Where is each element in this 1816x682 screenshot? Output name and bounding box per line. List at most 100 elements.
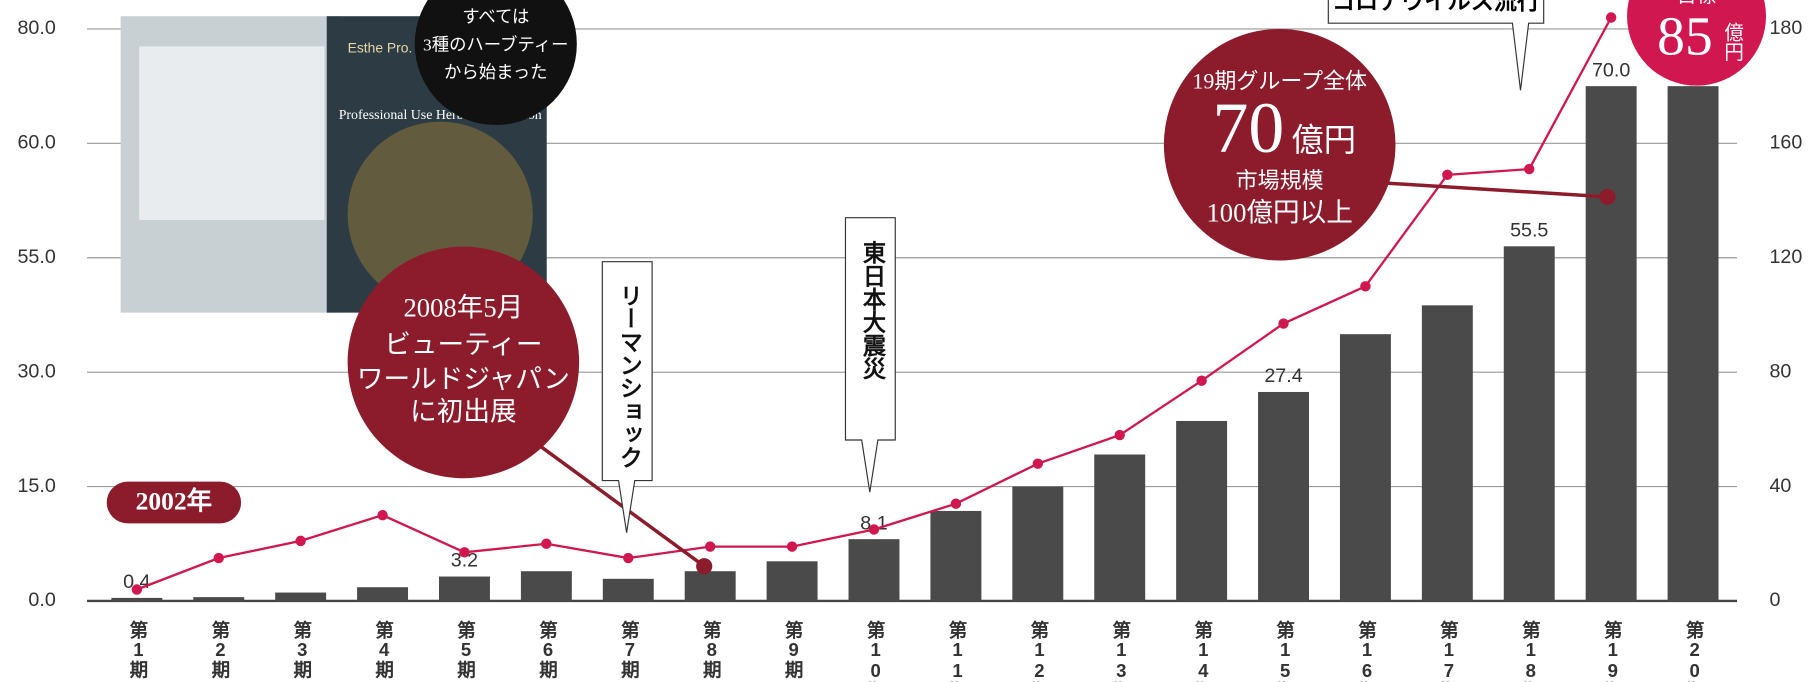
x-tick-label: 第13期 <box>1111 620 1132 682</box>
bar <box>275 592 327 601</box>
expo-text: ビューティー <box>384 329 542 359</box>
lehman-callout <box>601 261 653 533</box>
group-head: 19期グループ全体 <box>1192 68 1367 93</box>
line-point <box>1196 375 1207 386</box>
bar <box>520 571 572 601</box>
group-market: 市場規模 <box>1236 168 1324 193</box>
x-tick-label: 第19期 <box>1602 620 1623 682</box>
line-point <box>950 498 962 509</box>
x-tick-label: 第1期 <box>128 620 149 680</box>
earthquake-callout <box>844 217 896 493</box>
x-tick-label: 第7期 <box>619 620 640 680</box>
photo-brand: Esthe Pro. <box>348 39 413 55</box>
corona-text: コロナウイルス流行 <box>1332 0 1540 15</box>
photo-card-text <box>139 46 325 220</box>
bar <box>1585 86 1637 601</box>
y2-tick-label: 120 <box>1769 246 1802 268</box>
y2-tick-label: 80 <box>1769 360 1791 382</box>
origin-text: 3種のハーブティー <box>423 34 568 54</box>
x-tick-label: 第18期 <box>1520 620 1541 682</box>
origin-circle <box>414 0 577 126</box>
group-connector <box>1383 181 1608 199</box>
y2-tick-label: 40 <box>1769 475 1791 497</box>
y2-tick-label: 180 <box>1769 17 1802 39</box>
target-value: 85 <box>1657 5 1713 67</box>
bar <box>1421 305 1473 601</box>
bar <box>930 510 982 601</box>
line-point <box>213 552 224 564</box>
line-point <box>131 584 143 595</box>
x-tick-label: 第15期 <box>1275 620 1296 682</box>
line-point <box>1032 458 1044 469</box>
group-market-value: 100億円以上 <box>1206 197 1352 227</box>
y-tick-label: 0.0 <box>28 589 55 611</box>
x-tick-label: 第12期 <box>1029 620 1050 682</box>
expo-bubble <box>347 246 580 479</box>
annotations: すべては 3種のハーブティー から始まった 2008年5月 ビューティー ワール… <box>106 0 1766 575</box>
x-tick-label: 第6期 <box>537 620 558 680</box>
origin-text: すべては <box>462 8 529 27</box>
expo-text: 2008年5月 <box>403 292 523 322</box>
y2-tick-label: 160 <box>1769 132 1802 154</box>
line-point <box>1605 12 1617 23</box>
x-tick-label: 第20期 <box>1684 620 1705 682</box>
bar <box>848 539 900 601</box>
y2-tick-label: 0 <box>1769 589 1780 611</box>
expo-text: に初出展 <box>410 397 516 427</box>
bar <box>438 576 490 601</box>
bar <box>193 597 245 601</box>
earthquake-text: 東日本大震災 <box>858 241 886 380</box>
group-dot <box>1599 188 1616 205</box>
value-label: 3.2 <box>451 550 478 572</box>
x-tick-label: 第9期 <box>783 620 804 680</box>
line-point <box>377 509 388 521</box>
x-tick-label: 第17期 <box>1438 620 1459 682</box>
bar <box>1094 454 1146 601</box>
line-point <box>623 552 634 564</box>
line-point <box>1524 163 1535 175</box>
expo-dot <box>696 558 713 575</box>
target-label: 目標 <box>1677 0 1717 7</box>
bar <box>766 561 818 601</box>
value-label: 55.5 <box>1510 219 1548 241</box>
bar <box>1176 420 1228 601</box>
x-tick-label: 第4期 <box>374 620 395 680</box>
bar <box>602 578 654 601</box>
y-tick-label: 60.0 <box>17 132 55 154</box>
x-tick-label: 第5期 <box>456 620 477 680</box>
line-point <box>1442 169 1453 181</box>
bar <box>1667 86 1719 601</box>
x-tick-label: 第2期 <box>210 620 231 680</box>
bar <box>1012 486 1064 601</box>
x-tick-label: 第11期 <box>947 620 968 682</box>
bar <box>1258 391 1309 601</box>
bar <box>1339 334 1391 601</box>
lehman-text: リーマンショック <box>615 284 642 469</box>
value-label: 70.0 <box>1592 59 1630 81</box>
group-big: 70 <box>1213 88 1285 168</box>
y-tick-label: 80.0 <box>17 17 55 39</box>
bar <box>1503 246 1555 601</box>
line-point <box>459 547 470 558</box>
bar <box>111 597 163 601</box>
group-bubble <box>1163 28 1396 261</box>
start-pill <box>106 481 242 524</box>
value-label: 27.4 <box>1264 365 1302 387</box>
bar <box>357 587 409 601</box>
target-unit: 億円 <box>1721 22 1744 61</box>
line-point <box>1114 429 1125 441</box>
line-point <box>786 541 798 552</box>
line-point <box>1278 318 1289 329</box>
line-point <box>704 541 716 552</box>
bar <box>684 571 736 601</box>
group-unit: 億円 <box>1291 122 1356 159</box>
target-circle <box>1627 0 1766 86</box>
line-point <box>868 524 880 535</box>
x-tick-label: 第16期 <box>1357 620 1378 682</box>
y-tick-label: 15.0 <box>17 475 55 497</box>
x-tick-label: 第8期 <box>701 620 722 680</box>
x-tick-label: 第10期 <box>865 620 886 682</box>
line-point <box>1360 281 1371 292</box>
origin-text: から始まった <box>444 63 547 82</box>
